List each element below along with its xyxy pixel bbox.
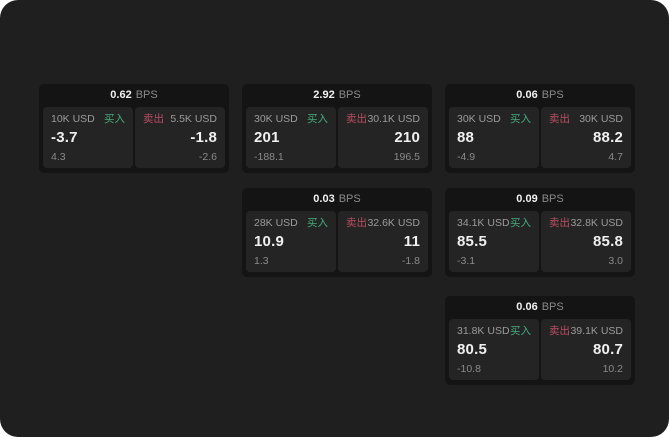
buy-quote-tile[interactable]: 30K USD 买入 201 -188.1 xyxy=(246,107,336,168)
bps-unit-label: BPS xyxy=(541,301,564,313)
buy-delta: 4.3 xyxy=(51,150,66,163)
buy-price: 88 xyxy=(457,128,475,146)
card-header: 0.06 BPS xyxy=(445,296,635,319)
buy-delta: -188.1 xyxy=(254,150,284,163)
card-body: 34.1K USD 买入 85.5 -3.1 卖出 32.8K USD 85.8… xyxy=(449,211,631,272)
sell-quote-tile[interactable]: 卖出 39.1K USD 80.7 10.2 xyxy=(541,319,631,380)
sell-delta: 10.2 xyxy=(602,362,623,375)
sell-delta: 4.7 xyxy=(608,150,623,163)
buy-quote-tile[interactable]: 30K USD 买入 88 -4.9 xyxy=(449,107,539,168)
bps-spread-value: 0.06 xyxy=(516,301,538,313)
sell-delta: 196.5 xyxy=(393,150,420,163)
bps-unit-label: BPS xyxy=(541,193,564,205)
quote-card-4: 0.03 BPS 28K USD 买入 10.9 1.3 卖出 32.6K US… xyxy=(242,188,432,277)
card-body: 30K USD 买入 201 -188.1 卖出 30.1K USD 210 1… xyxy=(246,107,428,168)
buy-delta: -4.9 xyxy=(457,150,476,163)
sell-quote-tile[interactable]: 卖出 5.5K USD -1.8 -2.6 xyxy=(135,107,225,168)
sell-side-label: 卖出 xyxy=(549,325,570,337)
bps-unit-label: BPS xyxy=(338,193,361,205)
sell-side-label: 卖出 xyxy=(346,113,367,125)
sell-size-label: 32.8K USD xyxy=(570,217,623,229)
buy-size-label: 10K USD xyxy=(51,113,95,125)
sell-size-label: 32.6K USD xyxy=(367,217,420,229)
quote-card-6: 0.06 BPS 31.8K USD 买入 80.5 -10.8 卖出 39.1… xyxy=(445,296,635,385)
sell-price: 11 xyxy=(403,232,420,250)
buy-side-label: 买入 xyxy=(510,325,531,337)
card-header: 0.06 BPS xyxy=(445,84,635,107)
quote-card-3: 0.06 BPS 30K USD 买入 88 -4.9 卖出 30K USD 8… xyxy=(445,84,635,173)
sell-size-label: 30.1K USD xyxy=(367,113,420,125)
sell-price: 210 xyxy=(394,128,420,146)
card-header: 2.92 BPS xyxy=(242,84,432,107)
sell-price: 80.7 xyxy=(593,340,623,358)
bps-spread-value: 0.09 xyxy=(516,193,538,205)
bps-unit-label: BPS xyxy=(541,89,564,101)
sell-delta: -2.6 xyxy=(198,150,217,163)
buy-delta: -3.1 xyxy=(457,254,476,267)
bps-spread-value: 0.03 xyxy=(313,193,335,205)
sell-quote-tile[interactable]: 卖出 32.6K USD 11 -1.8 xyxy=(338,211,428,272)
buy-side-label: 买入 xyxy=(307,113,328,125)
buy-price: -3.7 xyxy=(51,128,78,146)
bps-spread-value: 0.62 xyxy=(110,89,132,101)
sell-quote-tile[interactable]: 卖出 30.1K USD 210 196.5 xyxy=(338,107,428,168)
sell-side-label: 卖出 xyxy=(346,217,367,229)
sell-side-label: 卖出 xyxy=(143,113,164,125)
card-header: 0.62 BPS xyxy=(39,84,229,107)
buy-side-label: 买入 xyxy=(104,113,125,125)
buy-size-label: 28K USD xyxy=(254,217,298,229)
card-header: 0.09 BPS xyxy=(445,188,635,211)
buy-delta: 1.3 xyxy=(254,254,269,267)
card-body: 10K USD 买入 -3.7 4.3 卖出 5.5K USD -1.8 -2.… xyxy=(43,107,225,168)
bps-spread-value: 2.92 xyxy=(313,89,335,101)
buy-price: 10.9 xyxy=(254,232,284,250)
buy-price: 201 xyxy=(254,128,280,146)
buy-size-label: 30K USD xyxy=(457,113,501,125)
sell-price: -1.8 xyxy=(190,128,217,146)
buy-quote-tile[interactable]: 28K USD 买入 10.9 1.3 xyxy=(246,211,336,272)
sell-quote-tile[interactable]: 卖出 30K USD 88.2 4.7 xyxy=(541,107,631,168)
sell-side-label: 卖出 xyxy=(549,113,570,125)
card-body: 28K USD 买入 10.9 1.3 卖出 32.6K USD 11 -1.8 xyxy=(246,211,428,272)
bps-spread-value: 0.06 xyxy=(516,89,538,101)
buy-side-label: 买入 xyxy=(510,113,531,125)
bps-unit-label: BPS xyxy=(135,89,158,101)
buy-side-label: 买入 xyxy=(510,217,531,229)
card-body: 30K USD 买入 88 -4.9 卖出 30K USD 88.2 4.7 xyxy=(449,107,631,168)
card-header: 0.03 BPS xyxy=(242,188,432,211)
sell-size-label: 30K USD xyxy=(579,113,623,125)
buy-quote-tile[interactable]: 10K USD 买入 -3.7 4.3 xyxy=(43,107,133,168)
buy-side-label: 买入 xyxy=(307,217,328,229)
sell-size-label: 5.5K USD xyxy=(170,113,217,125)
buy-quote-tile[interactable]: 31.8K USD 买入 80.5 -10.8 xyxy=(449,319,539,380)
buy-price: 80.5 xyxy=(457,340,487,358)
sell-price: 85.8 xyxy=(593,232,623,250)
sell-delta: 3.0 xyxy=(608,254,623,267)
sell-size-label: 39.1K USD xyxy=(570,325,623,337)
sell-delta: -1.8 xyxy=(401,254,420,267)
buy-size-label: 31.8K USD xyxy=(457,325,510,337)
buy-price: 85.5 xyxy=(457,232,487,250)
buy-quote-tile[interactable]: 34.1K USD 买入 85.5 -3.1 xyxy=(449,211,539,272)
buy-delta: -10.8 xyxy=(457,362,481,375)
quote-card-5: 0.09 BPS 34.1K USD 买入 85.5 -3.1 卖出 32.8K… xyxy=(445,188,635,277)
quote-card-1: 0.62 BPS 10K USD 买入 -3.7 4.3 卖出 5.5K USD… xyxy=(39,84,229,173)
bps-unit-label: BPS xyxy=(338,89,361,101)
sell-quote-tile[interactable]: 卖出 32.8K USD 85.8 3.0 xyxy=(541,211,631,272)
card-body: 31.8K USD 买入 80.5 -10.8 卖出 39.1K USD 80.… xyxy=(449,319,631,380)
sell-side-label: 卖出 xyxy=(549,217,570,229)
buy-size-label: 30K USD xyxy=(254,113,298,125)
buy-size-label: 34.1K USD xyxy=(457,217,510,229)
quote-card-2: 2.92 BPS 30K USD 买入 201 -188.1 卖出 30.1K … xyxy=(242,84,432,173)
sell-price: 88.2 xyxy=(593,128,623,146)
